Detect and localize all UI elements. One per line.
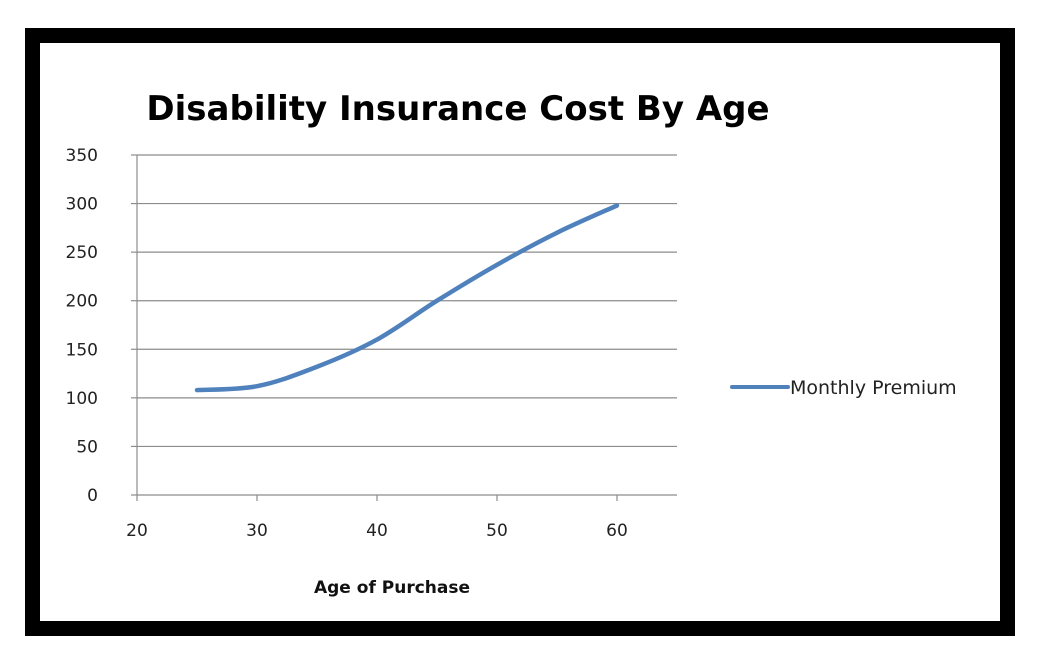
x-tick-label-20: 20	[126, 521, 148, 541]
series-group	[194, 203, 620, 393]
y-tick-label-50: 50	[76, 437, 98, 457]
chart-frame: Disability Insurance Cost By Age 0 50 100 1…	[25, 28, 1015, 636]
y-tick-label-250: 250	[66, 243, 98, 263]
legend-label: Monthly Premium	[790, 377, 957, 399]
x-axis-label: Age of Purchase	[314, 578, 470, 598]
x-tick-label-30: 30	[246, 521, 268, 541]
y-tick-label-200: 200	[66, 292, 98, 312]
x-tick-label-60: 60	[606, 521, 628, 541]
grid-lines	[137, 154, 677, 448]
axes	[131, 154, 677, 501]
x-tick-labels: 20 30 40 50 60	[126, 521, 628, 541]
chart-title: Disability Insurance Cost By Age	[146, 89, 769, 129]
y-tick-label-0: 0	[87, 486, 98, 506]
x-tick-label-50: 50	[486, 521, 508, 541]
legend: Monthly Premium	[730, 377, 957, 399]
x-tick-label-40: 40	[366, 521, 388, 541]
series-line-0	[194, 203, 620, 393]
y-tick-labels: 0 50 100 150 200 250 300 350	[66, 146, 98, 506]
y-tick-label-300: 300	[66, 195, 98, 215]
y-tick-label-350: 350	[66, 146, 98, 166]
y-tick-label-100: 100	[66, 389, 98, 409]
y-tick-label-150: 150	[66, 340, 98, 360]
line-chart: Disability Insurance Cost By Age 0 50 100 1…	[66, 89, 957, 598]
chart-canvas: Disability Insurance Cost By Age 0 50 100 1…	[40, 43, 1000, 621]
